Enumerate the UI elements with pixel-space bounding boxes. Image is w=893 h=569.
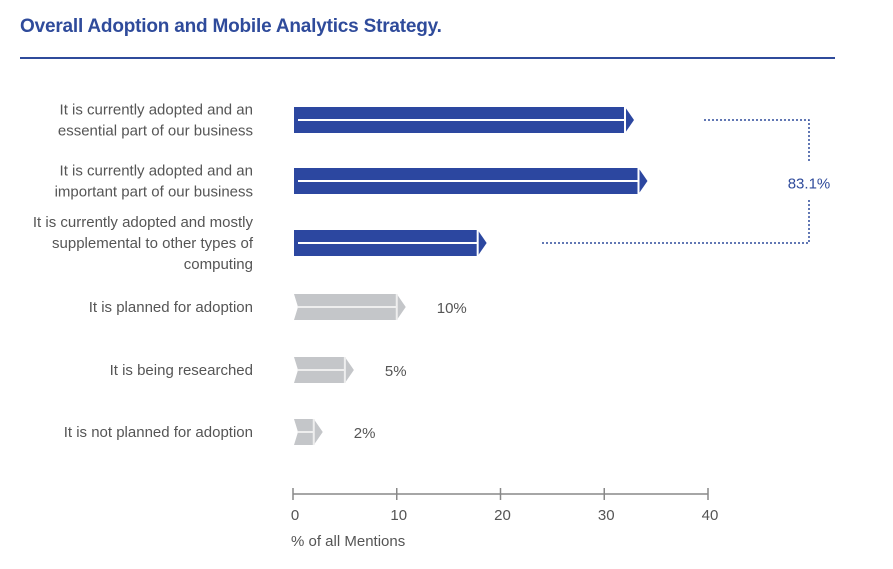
- x-tick-label-40: 40: [702, 507, 719, 524]
- category-label-5: It is being researched: [110, 362, 253, 379]
- x-tick-label-20: 20: [494, 507, 511, 524]
- category-label-1: It is currently adopted and an: [60, 102, 253, 119]
- category-label-3: supplemental to other types of: [52, 235, 254, 252]
- bracket-label: 83.1%: [788, 176, 831, 193]
- category-label-1: essential part of our business: [58, 123, 253, 140]
- x-tick-label-30: 30: [598, 507, 615, 524]
- chart-title: Overall Adoption and Mobile Analytics St…: [20, 16, 442, 37]
- x-tick-label-10: 10: [390, 507, 407, 524]
- bracket-bottom: [541, 200, 810, 244]
- value-label-5: 5%: [385, 363, 407, 380]
- title-rule: [20, 57, 835, 59]
- category-label-3: computing: [184, 256, 253, 273]
- value-label-4: 10%: [437, 300, 467, 317]
- category-label-4: It is planned for adoption: [89, 299, 253, 316]
- category-label-3: It is currently adopted and mostly: [33, 214, 254, 231]
- category-label-6: It is not planned for adoption: [64, 424, 253, 441]
- x-axis-label: % of all Mentions: [291, 533, 405, 550]
- category-label-2: It is currently adopted and an: [60, 163, 253, 180]
- x-tick-label-0: 0: [291, 507, 299, 524]
- category-label-2: important part of our business: [55, 184, 253, 201]
- bracket-top: [704, 119, 810, 163]
- value-label-6: 2%: [354, 425, 376, 442]
